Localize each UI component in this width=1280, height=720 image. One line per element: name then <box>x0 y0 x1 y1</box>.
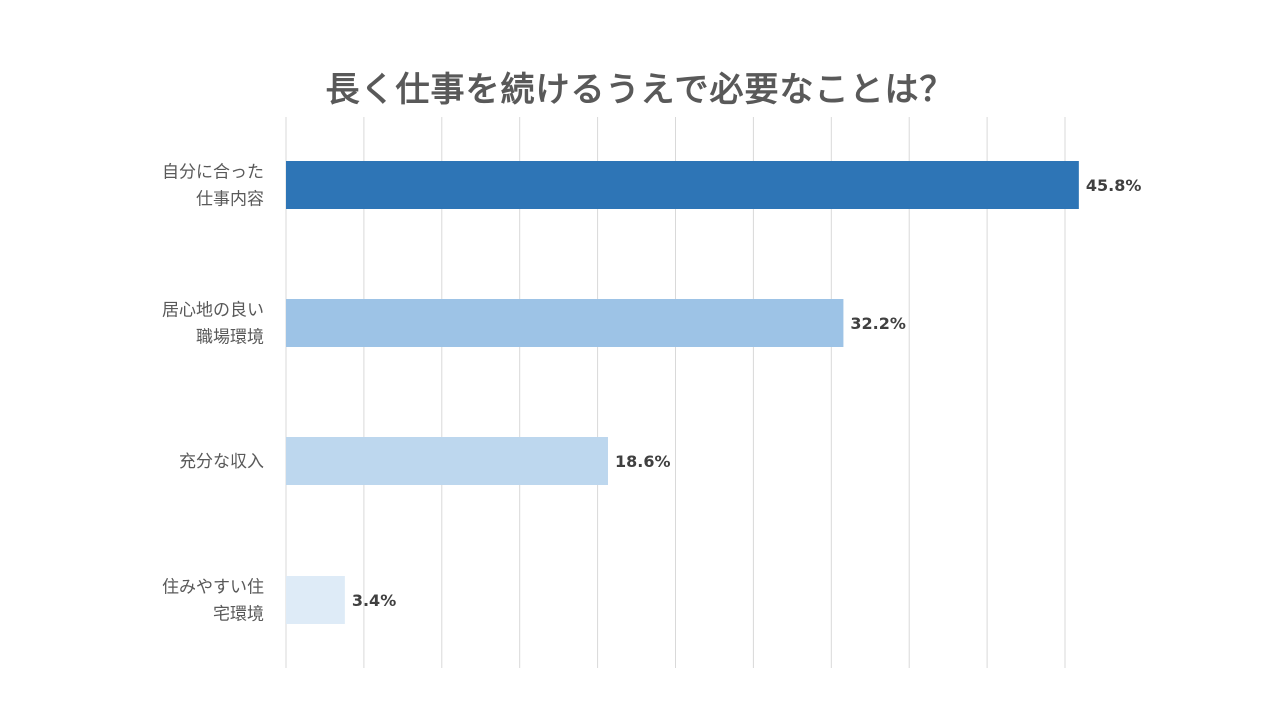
bar <box>286 161 1079 209</box>
chart-title: 長く仕事を続けるうえで必要なことは？ <box>325 70 955 110</box>
data-label: 3.4% <box>352 591 396 610</box>
category-label: 宅環境 <box>213 605 264 625</box>
bar <box>286 576 345 624</box>
bar <box>286 437 608 485</box>
bar <box>286 299 844 347</box>
category-label: 充分な収入 <box>179 452 264 472</box>
data-label: 45.8% <box>1086 176 1142 195</box>
value-labels: 45.8% 32.2% 18.6% 3.4% <box>352 176 1142 610</box>
bars <box>286 161 1079 624</box>
category-label: 仕事内容 <box>196 190 264 210</box>
data-label: 18.6% <box>615 452 671 471</box>
category-label: 住みやすい住 <box>162 578 264 598</box>
category-label: 自分に合った <box>162 163 264 183</box>
category-label: 居心地の良い <box>162 301 264 321</box>
data-label: 32.2% <box>850 314 906 333</box>
category-label: 職場環境 <box>196 328 264 348</box>
